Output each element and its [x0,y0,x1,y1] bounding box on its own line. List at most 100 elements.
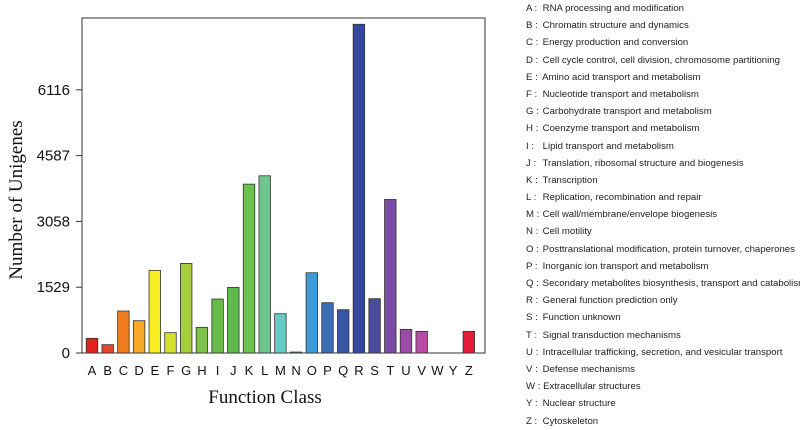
legend-key: C : [526,37,539,49]
legend-item: I : Lipid transport and metabolism [526,138,800,155]
legend-key: B : [526,20,538,32]
legend-item: G : Carbohydrate transport and metabolis… [526,103,800,120]
bar-G [180,263,193,354]
bar-O [305,272,318,354]
legend-key: M : [526,209,540,221]
legend-label: Function unknown [542,312,621,324]
bar-E [148,269,161,354]
x-tick-label: H [197,363,206,378]
legend-label: Posttranslational modification, protein … [542,243,795,255]
bar-V [415,330,428,354]
bar-H [195,326,209,354]
legend-key: E : [526,71,538,83]
y-tick-label: 4587 [37,148,70,165]
legend-item: W : Extracellular structures [526,378,800,395]
x-axis-label: Function Class [208,387,321,408]
legend-item: K : Transcription [526,172,800,189]
x-tick-label: D [134,363,143,378]
x-tick-label: J [230,363,237,378]
bar-J [227,286,240,354]
plot-frame [81,17,486,354]
legend-label: Carbohydrate transport and metabolism [542,106,712,118]
y-tick-label: 3058 [37,213,70,230]
legend-key: I : [526,140,534,152]
legend-item: V : Defense mechanisms [526,361,800,378]
legend-key: Y : [526,398,538,410]
x-tick-label: K [245,363,254,378]
bar-M [274,313,287,354]
legend-label: Cell motility [542,226,592,238]
legend-item: N : Cell motility [526,223,800,240]
bar-Z [462,330,475,354]
legend-item: U : Intracellular trafficking, secretion… [526,344,800,361]
legend-key: D : [526,54,539,66]
legend-key: R : [526,295,539,307]
bars [85,23,475,354]
x-tick-label: F [167,363,175,378]
legend-key: J : [526,157,537,169]
x-tick-label: U [401,363,410,378]
x-tick-label: A [88,363,97,378]
legend-label: Cytoskeleton [542,415,599,427]
bar-D [132,320,146,354]
legend-item: O : Posttranslational modification, prot… [526,241,800,258]
bar-K [242,183,256,354]
legend-key: F : [526,88,538,100]
legend-item: M : Cell wall/membrane/envelope biogenes… [526,206,800,223]
y-axis-label: Number of Unigenes [6,120,27,279]
legend-item: Z : Cytoskeleton [526,413,800,430]
legend-key: W : [526,381,541,393]
legend-key: G : [526,106,539,118]
legend-item: C : Energy production and conversion [526,34,800,51]
y-tick-label: 1529 [37,279,70,296]
legend-label: Signal transduction mechanisms [542,329,681,341]
legend-label: Secondary metabolites biosynthesis, tran… [542,278,800,289]
legend-key: Z : [526,415,538,427]
legend-label: Replication, recombination and repair [542,192,702,204]
legend-label: Nuclear structure [542,398,616,410]
bar-U [399,328,413,354]
x-tick-label: E [150,363,159,378]
x-tick-label: L [261,363,268,378]
legend-item: Q : Secondary metabolites biosynthesis, … [526,275,800,292]
legend-key: N : [526,226,539,238]
legend-item: P : Inorganic ion transport and metaboli… [526,258,800,275]
legend-label: Energy production and conversion [542,37,689,49]
legend-key: T : [526,329,538,341]
bar-C [117,310,130,354]
legend-item: E : Amino acid transport and metabolism [526,69,800,86]
legend-item: S : Function unknown [526,309,800,326]
x-tick-label: B [103,363,112,378]
bar-P [321,302,334,354]
legend-label: Defense mechanisms [542,363,635,375]
x-tick-label: V [417,363,426,378]
legend-item: A : RNA processing and modification [526,0,800,17]
legend-label: Nucleotide transport and metabolism [542,88,699,100]
bar-S [368,298,381,354]
x-tick-label: W [431,363,444,378]
legend-key: U : [526,346,539,358]
legend-label: Cell cycle control, cell division, chrom… [542,54,780,66]
legend-key: H : [526,123,539,135]
legend-label: Intracellular trafficking, secretion, an… [542,346,783,358]
bar-T [384,199,397,354]
legend-item: F : Nucleotide transport and metabolism [526,86,800,103]
x-tick-label: P [323,363,332,378]
legend-label: RNA processing and modification [542,3,684,14]
bar-N [289,351,303,354]
legend-item: R : General function prediction only [526,292,800,309]
x-tick-label: R [354,363,363,378]
legend-key: A : [526,3,538,14]
bar-L [258,175,271,354]
x-tick-label: O [307,363,317,378]
legend-item: Y : Nuclear structure [526,395,800,412]
x-tick-label: I [216,363,220,378]
legend-label: Amino acid transport and metabolism [542,71,701,83]
legend-label: Transcription [542,174,598,186]
legend-item: H : Coenzyme transport and metabolism [526,120,800,137]
bar-R [352,23,366,354]
legend-label: General function prediction only [542,295,678,307]
legend-label: Inorganic ion transport and metabolism [542,260,709,272]
legend-key: O : [526,243,539,255]
